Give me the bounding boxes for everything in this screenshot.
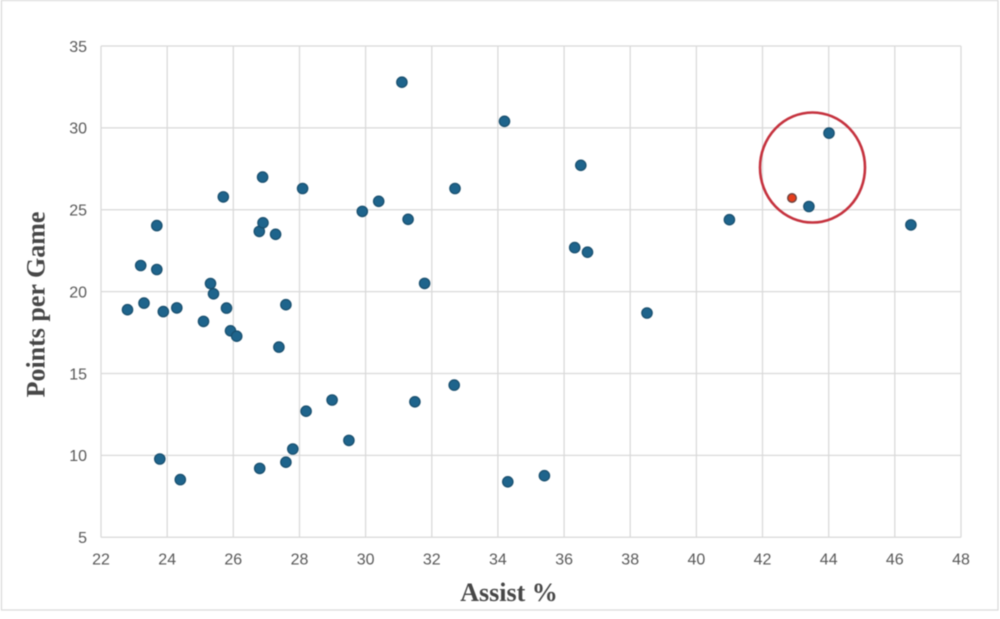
svg-text:35: 35 (69, 39, 87, 56)
svg-text:30: 30 (357, 552, 375, 569)
svg-text:30: 30 (69, 121, 87, 138)
svg-text:Points per Game: Points per Game (22, 212, 51, 398)
svg-text:38: 38 (621, 552, 639, 569)
svg-text:42: 42 (754, 552, 772, 569)
svg-text:22: 22 (92, 552, 110, 569)
svg-text:20: 20 (69, 284, 87, 301)
svg-text:25: 25 (69, 203, 87, 220)
svg-text:32: 32 (423, 552, 441, 569)
svg-text:26: 26 (224, 552, 242, 569)
svg-text:10: 10 (69, 448, 87, 465)
svg-text:46: 46 (886, 552, 904, 569)
svg-text:34: 34 (489, 552, 507, 569)
svg-text:5: 5 (78, 530, 87, 547)
svg-text:48: 48 (952, 552, 970, 569)
svg-text:44: 44 (820, 552, 838, 569)
svg-text:28: 28 (291, 552, 309, 569)
svg-text:15: 15 (69, 366, 87, 383)
svg-text:Assist %: Assist % (460, 578, 558, 607)
svg-text:40: 40 (688, 552, 706, 569)
svg-text:36: 36 (555, 552, 573, 569)
svg-text:24: 24 (158, 552, 176, 569)
